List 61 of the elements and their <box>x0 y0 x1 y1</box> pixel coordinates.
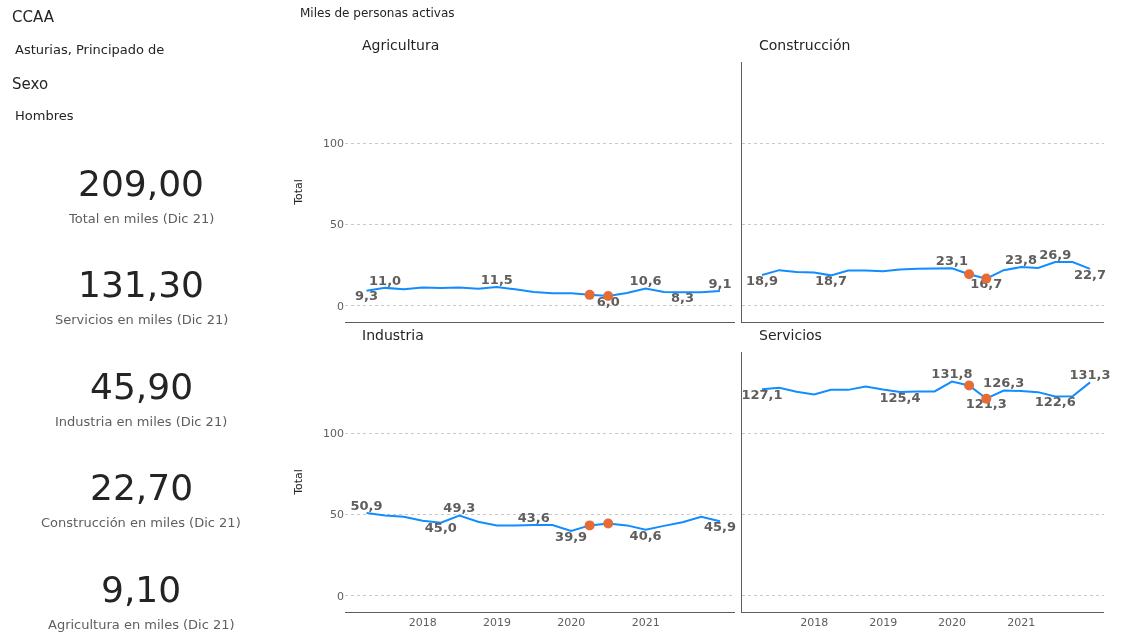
data-label: 131,8 <box>931 366 973 382</box>
data-label: 11,0 <box>369 272 402 288</box>
x-tick-label: 2019 <box>869 616 898 630</box>
x-tick-label: 2020 <box>938 616 967 630</box>
data-label: 45,0 <box>424 520 457 536</box>
y-axis-title: Total <box>291 179 305 206</box>
data-label: 23,1 <box>935 252 968 268</box>
data-label: 122,6 <box>1034 394 1076 410</box>
text: Miles de personas activas <box>300 6 455 20</box>
text: Hombres <box>15 108 74 123</box>
chart-title: Construcción <box>759 37 851 53</box>
x-tick-label: 2021 <box>631 616 660 630</box>
data-label: 8,3 <box>670 290 694 306</box>
data-label: 18,7 <box>814 273 848 289</box>
data-label: 10,6 <box>629 273 662 289</box>
y-tick-label: 0 <box>337 589 344 603</box>
chart-title: Industria <box>362 327 424 343</box>
text: Asturias, Principado de <box>15 42 165 57</box>
x-tick-label: 2019 <box>483 616 512 630</box>
data-label: 9,1 <box>708 275 732 291</box>
y-tick-label: 100 <box>323 137 344 151</box>
y-tick-label: 50 <box>330 508 344 522</box>
text: Industria en miles (Dic 21) <box>55 414 228 429</box>
data-label: 23,8 <box>1005 251 1038 267</box>
x-tick-label: 2018 <box>800 616 829 630</box>
data-label: 49,3 <box>443 500 476 516</box>
y-tick-label: 0 <box>337 299 344 313</box>
x-tick-label: 2021 <box>1007 616 1036 630</box>
data-label: 45,9 <box>703 518 736 534</box>
data-label: 11,5 <box>480 271 513 287</box>
data-label: 39,9 <box>555 528 588 544</box>
text: 9,10 <box>101 569 182 610</box>
y-tick-label: 50 <box>330 218 344 232</box>
text: Total en miles (Dic 21) <box>68 211 215 226</box>
data-label: 50,9 <box>350 497 383 513</box>
text: Sexo <box>12 75 49 93</box>
data-label: 18,9 <box>745 272 779 288</box>
data-label: 6,0 <box>596 293 620 309</box>
text: Servicios en miles (Dic 21) <box>55 312 229 327</box>
data-label: 22,7 <box>1073 266 1107 282</box>
y-axis-title: Total <box>291 469 305 496</box>
data-label: 40,6 <box>629 527 662 543</box>
text: 131,30 <box>78 264 204 305</box>
data-label: 131,3 <box>1069 367 1111 383</box>
data-label: 26,9 <box>1039 246 1072 262</box>
text: CCAA <box>12 8 55 26</box>
text: 22,70 <box>90 467 194 508</box>
x-tick-label: 2020 <box>557 616 586 630</box>
chart-title: Servicios <box>759 327 822 343</box>
chart-title: Agricultura <box>362 37 440 53</box>
text: 209,00 <box>78 163 204 204</box>
data-label: 127,1 <box>741 386 783 402</box>
data-label: 126,3 <box>983 375 1025 391</box>
y-tick-label: 100 <box>323 427 344 441</box>
x-tick-label: 2018 <box>408 616 437 630</box>
text: Construcción en miles (Dic 21) <box>41 515 241 530</box>
data-label: 9,3 <box>355 288 379 304</box>
text: 45,90 <box>90 366 194 407</box>
text: Agricultura en miles (Dic 21) <box>48 617 235 632</box>
data-label: 43,6 <box>517 509 550 525</box>
data-label: 125,4 <box>879 389 921 405</box>
